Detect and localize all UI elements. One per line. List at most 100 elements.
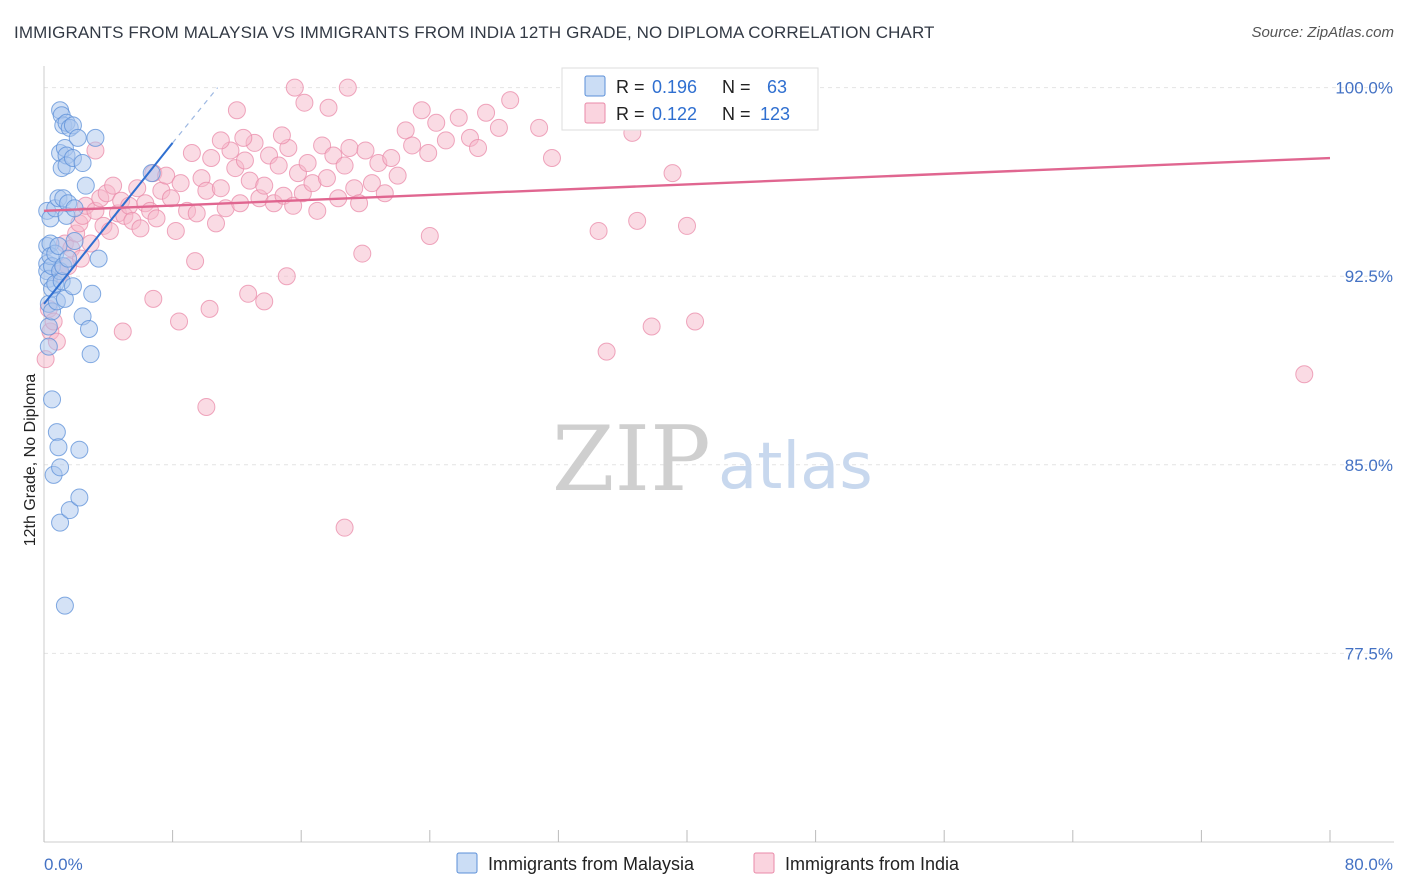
india-point [200,299,219,318]
india-point [340,138,359,157]
legend-r-label-malaysia: R = [616,77,645,97]
india-point [186,252,205,271]
india-point [362,174,381,193]
india-point [501,91,520,110]
india-point [427,113,446,132]
malaysia-point [59,249,78,268]
y-tick-labels: 77.5% 85.0% 92.5% 100.0% [1335,79,1393,664]
india-point [147,209,166,228]
malaysia-point [43,390,62,409]
india-point [298,154,317,173]
india-point [207,214,226,233]
malaysia-point [81,345,100,364]
india-point [182,143,201,162]
malaysia-point [49,438,68,457]
india-trend-line [43,156,1331,213]
india-point [104,176,123,195]
india-point [202,149,221,168]
malaysia-point [49,237,68,256]
malaysia-point [70,440,89,459]
x-tick-label-min: 0.0% [44,855,83,874]
y-tick-label: 77.5% [1345,644,1393,663]
india-point [100,221,119,240]
trend-lines [43,87,1331,305]
india-point [234,128,253,147]
india-point [255,292,274,311]
malaysia-point [60,501,79,520]
india-point [678,216,696,235]
y-tick-label: 85.0% [1345,456,1393,475]
india-point [396,121,415,140]
legend-r-value-india: 0.122 [652,104,697,124]
india-point [403,136,422,155]
india-point [144,289,163,308]
malaysia-point [39,317,58,336]
malaysia-point [68,128,87,147]
malaysia-point [51,458,70,477]
india-point [419,143,438,162]
malaysia-point [80,320,99,339]
india-point [171,174,190,193]
india-point [449,108,468,127]
malaysia-point [55,596,74,615]
bottom-legend-india[interactable]: Immigrants from India [785,854,960,874]
bottom-legend-malaysia[interactable]: Immigrants from Malaysia [488,854,695,874]
india-point [489,118,508,137]
india-point [319,98,338,117]
malaysia-point [83,284,102,303]
watermark-zip: ZIP [552,407,711,512]
india-point [628,211,647,230]
bottom-legend-swatch-malaysia[interactable] [456,852,478,874]
india-point [308,201,327,220]
legend-swatch-india [584,102,606,124]
malaysia-point [89,249,108,268]
india-point [589,221,608,240]
india-point [469,138,488,157]
x-tick-labels: 0.0% 80.0% [44,855,1393,874]
india-point [338,78,357,97]
india-point [324,146,343,165]
malaysia-point [86,128,105,147]
legend-n-label-india: N = [722,104,751,124]
india-point [436,131,455,150]
india-point [211,131,230,150]
india-point [1295,365,1314,384]
x-tick-label-max: 80.0% [1345,855,1393,874]
bottom-legend-swatch-india[interactable] [753,852,775,874]
malaysia-point [55,289,74,308]
india-point [272,126,291,145]
india-point [239,284,258,303]
malaysia-point [47,423,66,442]
india-point [420,226,439,245]
india-point [542,149,561,168]
india-point [356,141,375,160]
legend-n-value-india: 123 [760,104,790,124]
watermark: ZIP atlas [552,407,873,512]
india-point [412,101,431,120]
india-point [317,169,336,188]
malaysia-trend-extension [172,87,219,144]
malaysia-trend-line [43,142,174,305]
legend-n-label-malaysia: N = [722,77,751,97]
india-point [642,317,661,336]
india-point [382,149,401,168]
india-point [131,219,150,238]
source-label: Source: ZipAtlas.com [1251,24,1394,41]
india-point [197,397,216,416]
chart-title: IMMIGRANTS FROM MALAYSIA VS IMMIGRANTS F… [14,23,935,42]
india-point [187,204,206,223]
malaysia-points [38,101,161,615]
malaysia-point [73,154,92,173]
malaysia-point [65,231,84,250]
india-point [211,179,230,198]
y-tick-label: 100.0% [1335,79,1393,98]
y-axis-title: 12th Grade, No Diploma [22,374,39,547]
india-point [477,103,496,122]
axes [43,66,1394,843]
india-point [113,322,132,341]
malaysia-point [63,277,82,296]
india-point [295,93,314,112]
india-point [277,267,296,286]
legend-r-value-malaysia: 0.196 [652,77,697,97]
india-point [353,244,372,263]
